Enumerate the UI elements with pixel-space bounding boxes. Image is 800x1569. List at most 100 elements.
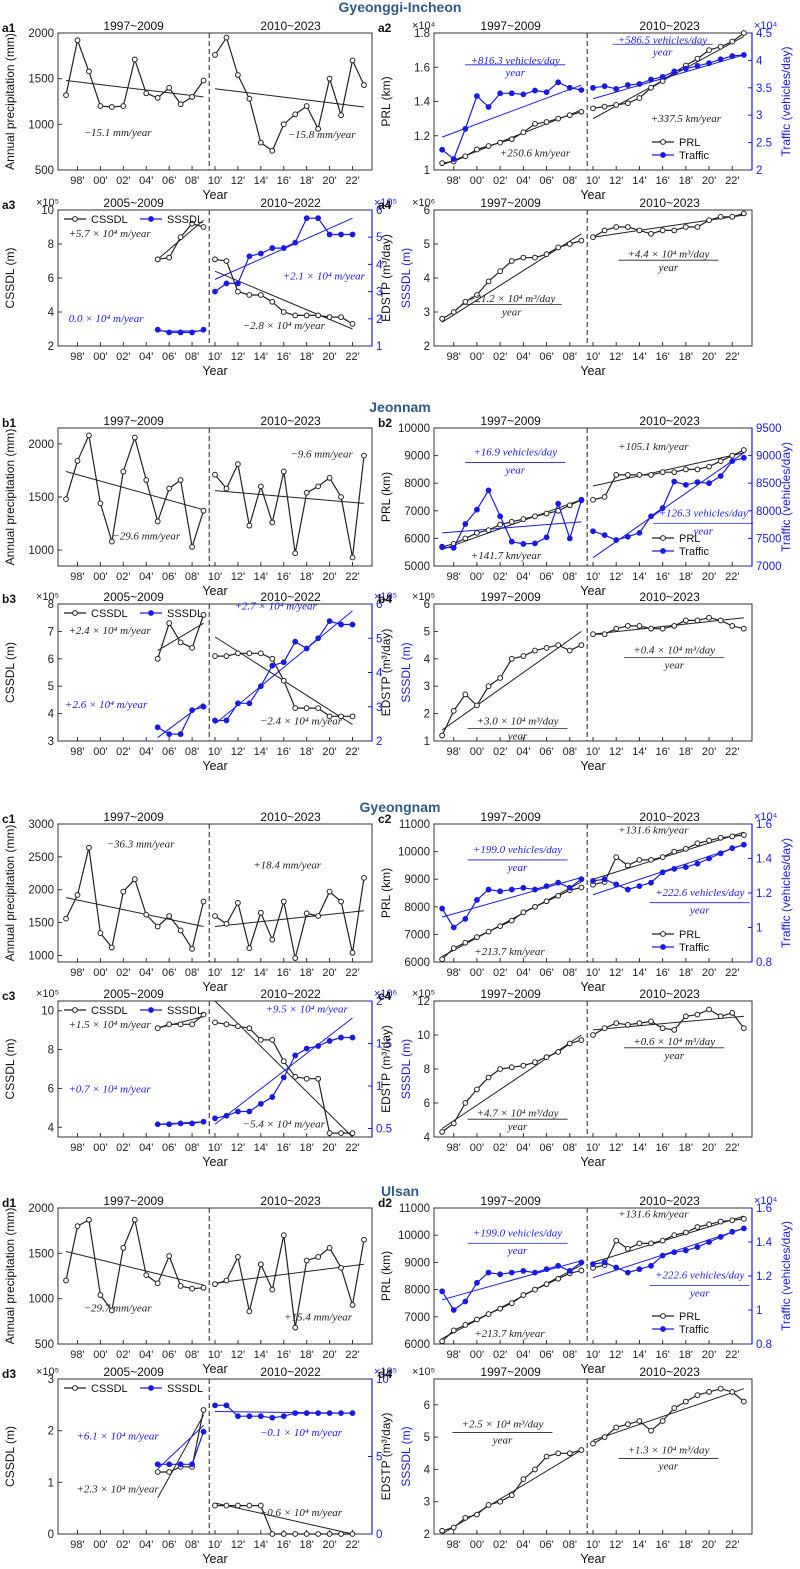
- trend-annotation: +9.5 × 10⁴ m/year: [266, 1004, 349, 1016]
- y-tick-label: 10: [41, 205, 54, 217]
- y2-tick-label: 1.2: [756, 1271, 772, 1283]
- data-point: [200, 507, 207, 514]
- data-point: [349, 1410, 356, 1416]
- y2-axis-label: Traffic (vehicles/day): [779, 838, 793, 948]
- trend-annotation: +2.5 × 10⁴ m³/day: [462, 1418, 544, 1430]
- y2-tick-label: 6: [376, 599, 382, 611]
- data-point: [729, 1010, 736, 1016]
- trend-line: [65, 79, 204, 98]
- data-point: [485, 928, 492, 935]
- data-point: [555, 79, 562, 86]
- data-point: [624, 472, 631, 478]
- y-exponent: ×10⁵: [36, 988, 59, 1000]
- data-point: [682, 65, 689, 72]
- data-point: [97, 1292, 104, 1298]
- data-point: [717, 1218, 724, 1225]
- data-point: [508, 655, 515, 662]
- data-point: [729, 213, 736, 220]
- y-tick-label: 5: [424, 1432, 430, 1444]
- data-point: [613, 85, 620, 92]
- x-tick-label: 16': [655, 1142, 669, 1154]
- data-point: [462, 153, 469, 160]
- data-point: [74, 892, 81, 898]
- data-point: [338, 494, 344, 500]
- legend-label: SSSDL: [167, 1005, 203, 1017]
- y2-tick-label: 1.6: [756, 819, 772, 831]
- data-point: [659, 854, 666, 861]
- x-tick-label: 10': [208, 175, 222, 187]
- trend-line: [65, 1251, 204, 1286]
- y-axis-label: CSSDL (m): [3, 248, 17, 309]
- x-tick-label: 02': [116, 1142, 130, 1154]
- data-point: [269, 1414, 276, 1421]
- data-point: [280, 309, 287, 315]
- data-point: [740, 1225, 747, 1232]
- data-point: [154, 1025, 161, 1032]
- data-point: [349, 57, 356, 64]
- y-tick-label: 4: [424, 1464, 431, 1476]
- region-gyeonggi-incheon: Gyeonggi-Incheon a1 98' 00' 02' 04' 06' 08' 10' 1…: [2, 0, 793, 378]
- trend-annotation: year: [504, 67, 525, 79]
- data-point: [578, 497, 585, 504]
- data-point: [257, 650, 264, 657]
- y-tick-label: 6: [48, 654, 54, 666]
- panel-label: a1: [2, 21, 16, 35]
- data-point: [235, 899, 241, 906]
- data-point: [246, 95, 253, 102]
- data-point: [532, 886, 538, 893]
- data-point: [303, 1531, 310, 1537]
- y2-exponent: ×10⁶: [374, 988, 397, 1000]
- y-tick-label: 2: [424, 709, 430, 721]
- data-point: [613, 1264, 620, 1271]
- data-point: [474, 506, 480, 513]
- y-exponent: ×10⁵: [412, 1366, 435, 1378]
- y-tick-label: 1: [424, 736, 430, 748]
- data-point: [462, 691, 469, 698]
- trend-annotation: +0.6 × 10⁴ m³/day: [633, 1036, 715, 1048]
- y-tick-label: 4: [424, 273, 431, 285]
- panel-label: b1: [2, 416, 16, 430]
- x-tick-label: 18': [679, 1142, 693, 1154]
- data-point: [326, 474, 333, 481]
- data-point: [292, 1073, 299, 1080]
- data-point: [485, 487, 492, 494]
- trend-line: [592, 1015, 744, 1031]
- trend-annotation: −2.8 × 10⁴ m/year: [243, 320, 326, 332]
- data-point: [566, 241, 573, 247]
- data-point: [223, 280, 230, 287]
- x-tick-label: 00': [470, 1349, 484, 1361]
- x-tick-label: 18': [679, 967, 693, 979]
- y-tick-label: 6: [424, 1098, 430, 1110]
- y-tick-label: 6000: [404, 1339, 430, 1351]
- data-point: [648, 1240, 654, 1247]
- data-point: [740, 1215, 747, 1222]
- data-point: [555, 500, 562, 507]
- x-tick-label: 22': [725, 1349, 739, 1361]
- y2-axis-label: SSSDL (m): [399, 248, 413, 308]
- x-tick-label: 08': [563, 351, 577, 363]
- data-point: [166, 329, 173, 336]
- period-label: 2010~2023: [639, 1194, 700, 1208]
- trend-annotation: −0.1 × 10⁴ m/year: [260, 1427, 343, 1439]
- x-tick-label: 22': [345, 1142, 359, 1154]
- data-point: [292, 638, 299, 645]
- x-tick-label: 98': [70, 1142, 84, 1154]
- data-point: [177, 1461, 184, 1468]
- data-point: [706, 217, 712, 224]
- chart-b1: b1 98' 00' 02' 04' 06' 08' 10' 12' 14' 16' 18' 20' 22…: [2, 414, 373, 598]
- data-point: [648, 513, 654, 520]
- x-tick-label: 14': [254, 967, 268, 979]
- data-point: [706, 614, 712, 621]
- trend-annotation: +250.6 km/year: [500, 147, 571, 159]
- y2-tick-label: 6: [376, 205, 382, 217]
- x-tick-label: 98': [447, 351, 461, 363]
- data-point: [601, 494, 608, 500]
- y-tick-label: 1500: [28, 74, 54, 86]
- data-point: [462, 125, 469, 132]
- data-point: [578, 237, 585, 244]
- data-point: [532, 513, 538, 520]
- data-point: [280, 677, 287, 684]
- data-point: [532, 120, 538, 127]
- data-point: [717, 56, 724, 63]
